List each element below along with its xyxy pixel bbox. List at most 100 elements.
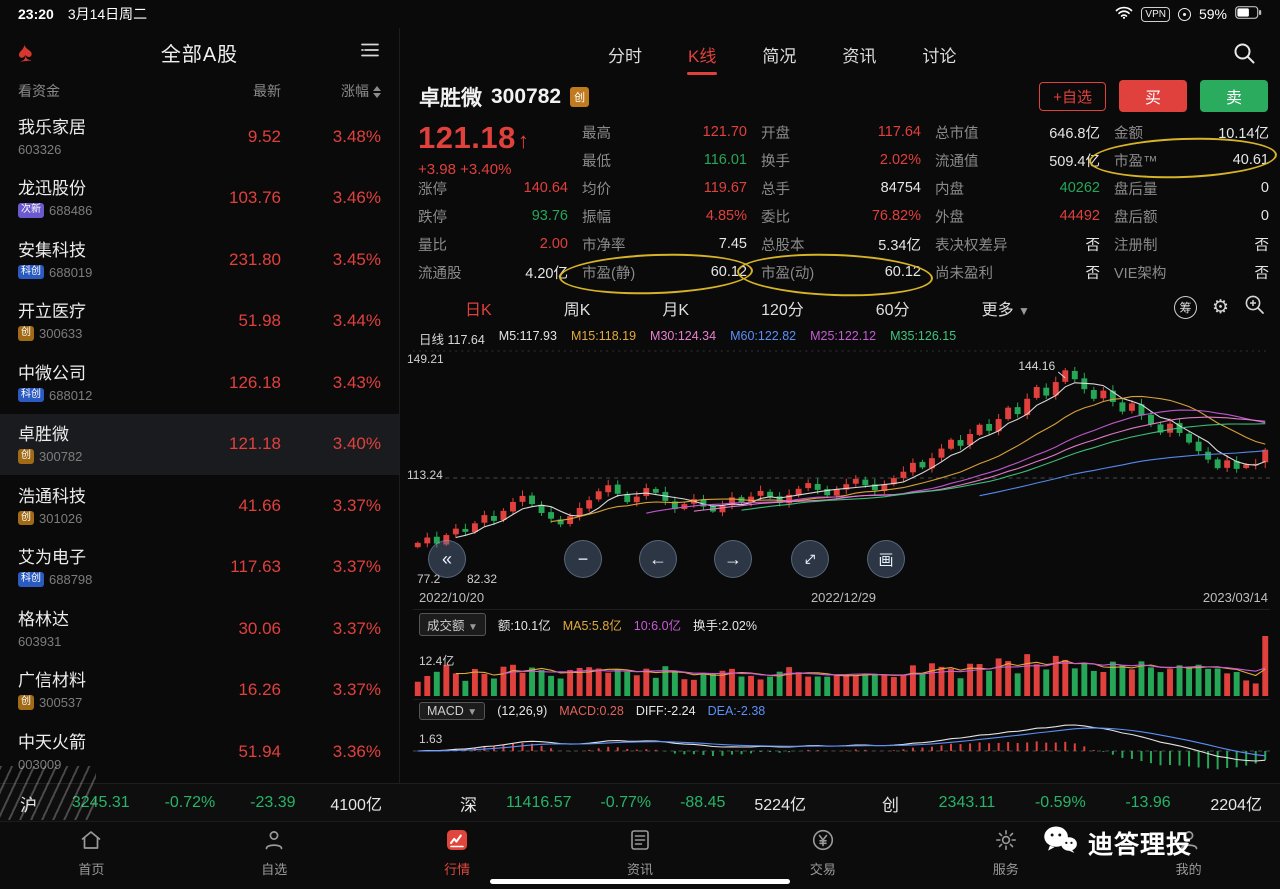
stat-label: 跌停: [418, 209, 447, 226]
kline-period-tab[interactable]: 月K: [662, 301, 690, 319]
row-stock-code: 301026: [39, 510, 83, 526]
trade-icon: [811, 828, 835, 855]
index-turnover: 2204亿: [1210, 797, 1262, 814]
zoom-in-icon[interactable]: [1244, 294, 1266, 321]
date-label: 3月14日周二: [67, 6, 148, 22]
stat-value: 40262: [1059, 180, 1100, 196]
stat-cell: 市盈™ 40.61: [1114, 146, 1269, 174]
row-stock-code: 688798: [49, 572, 93, 588]
nav-item[interactable]: 首页: [0, 822, 183, 889]
stat-value: 117.64: [877, 124, 921, 140]
macd-dea: DEA:-2.38: [707, 704, 766, 718]
row-name-block: 广信材料创 300537: [18, 670, 169, 710]
row-stock-name: 安集科技: [18, 240, 86, 260]
watchlist-row[interactable]: 格林达 603931 30.06 3.37%: [0, 598, 399, 660]
macd-chart[interactable]: [413, 722, 1270, 780]
stat-value: 5.34亿: [878, 237, 921, 254]
person-icon: [262, 828, 286, 855]
chip-distribution-icon[interactable]: 筹: [1173, 296, 1197, 319]
collapse-left-button[interactable]: «: [428, 540, 466, 578]
watchlist-row[interactable]: 浩通科技创 301026 41.66 3.37%: [0, 475, 399, 537]
row-stock-code: 603326: [18, 141, 62, 157]
stat-value: 10.14亿: [1218, 125, 1269, 142]
watchlist-row[interactable]: 中微公司 科创 688012 126.18 3.43%: [0, 352, 399, 414]
stat-value: 116.01: [703, 152, 747, 168]
volume-chart[interactable]: [413, 632, 1270, 696]
watchlist-row[interactable]: 广信材料创 300537 16.26 3.37%: [0, 660, 399, 722]
buy-button[interactable]: 买: [1118, 80, 1187, 112]
stat-label: 流通股: [418, 265, 462, 282]
tab-item[interactable]: 简况: [762, 46, 797, 66]
volume-indicator-selector[interactable]: 成交额 ▼: [419, 613, 486, 636]
stat-value: 0: [1260, 208, 1269, 224]
market-title[interactable]: 全部A股: [160, 43, 239, 66]
row-stock-name: 卓胜微: [18, 425, 69, 445]
up-arrow-icon: ↑: [517, 128, 529, 153]
row-change-pct: 3.40%: [332, 434, 381, 454]
row-stock-name: 浩通科技: [18, 486, 86, 506]
arrow-right-button[interactable]: →: [714, 540, 752, 578]
y-axis-low-marker: 77.2: [417, 572, 441, 586]
stat-value: 40.61: [1232, 152, 1269, 168]
tab-item[interactable]: 资讯: [842, 46, 877, 66]
search-icon[interactable]: [1233, 42, 1256, 70]
column-funds[interactable]: 看资金: [18, 83, 60, 99]
index-change-pct: -0.72%: [164, 794, 216, 811]
zoom-out-button[interactable]: −: [564, 540, 602, 578]
macd-indicator-selector[interactable]: MACD ▼: [419, 702, 486, 720]
watchlist-row[interactable]: 龙迅股份 次新 688486 103.76 3.46%: [0, 168, 399, 230]
settings-gear-icon[interactable]: ⚙: [1211, 297, 1229, 318]
tab-item[interactable]: 分时: [608, 46, 642, 66]
column-latest[interactable]: 最新: [253, 83, 281, 99]
watchlist-row[interactable]: 开立医疗创 300633 51.98 3.44%: [0, 291, 399, 353]
kline-period-tab[interactable]: 日K: [465, 301, 492, 319]
arrow-left-button[interactable]: ←: [639, 540, 677, 578]
index-sz[interactable]: 深 11416.57 -0.77% -88.45 5224亿: [460, 784, 806, 822]
nav-label: 服务: [992, 861, 1019, 877]
ma-legend: 日线 117.64 M5:117.93 M15:118.19 M30:124.34 M6…: [419, 329, 956, 348]
date-mid: 2022/12/29: [810, 590, 877, 605]
index-cyb[interactable]: 创 2343.11 -0.59% -13.96 2204亿: [882, 784, 1262, 822]
index-sh[interactable]: 沪 3245.31 -0.72% -23.39 4100亿: [20, 784, 382, 822]
stat-cell: 最高 121.70: [582, 118, 747, 146]
sell-button[interactable]: 卖: [1199, 80, 1268, 112]
kline-period-tab[interactable]: 60分: [875, 301, 910, 319]
watchlist-row[interactable]: 卓胜微创 300782 121.18 3.40%: [0, 413, 399, 475]
nav-item[interactable]: 行情: [366, 822, 549, 889]
stat-label: 流通值: [935, 153, 979, 170]
row-stock-name: 艾为电子: [18, 548, 86, 568]
draw-button[interactable]: 画: [867, 540, 905, 578]
ma-legend-item: M15:118.19: [570, 329, 637, 343]
watchlist-row[interactable]: 中天火箭 003009 51.94 3.36%: [0, 721, 399, 783]
stat-cell: 总手 84754: [761, 174, 921, 202]
nav-item[interactable]: 服务: [914, 822, 1097, 889]
kline-period-tab[interactable]: 周K: [563, 301, 591, 319]
more-periods-button[interactable]: 更多 ▼: [981, 301, 1030, 319]
watchlist-row[interactable]: 我乐家居 603326 9.52 3.48%: [0, 106, 399, 168]
row-price: 51.98: [238, 311, 281, 331]
tab-active[interactable]: K线: [686, 38, 718, 71]
watchlist-row[interactable]: 安集科技 科创 688019 231.80 3.45%: [0, 229, 399, 291]
stat-cell: 表决权差异 否: [935, 230, 1100, 258]
nav-item[interactable]: 我的: [1097, 822, 1280, 889]
volume-y-max: 12.4亿: [419, 654, 455, 668]
service-icon: [994, 828, 1018, 855]
date-start: 2022/10/20: [419, 590, 485, 605]
price-change-pct: +3.40%: [460, 161, 512, 178]
tab-item[interactable]: 讨论: [922, 46, 957, 66]
add-watch-button[interactable]: +自选: [1039, 81, 1106, 111]
watchlist-row[interactable]: 艾为电子 科创 688798 117.63 3.37%: [0, 537, 399, 599]
column-change[interactable]: 涨幅: [281, 81, 381, 101]
trade-actions: +自选 买 卖: [1039, 80, 1268, 112]
macd-params: (12,26,9): [497, 704, 548, 718]
kline-chart[interactable]: 144.16: [413, 350, 1270, 588]
kline-period-tab[interactable]: 120分: [761, 301, 804, 319]
expand-button[interactable]: [791, 540, 829, 578]
home-indicator[interactable]: [490, 879, 790, 884]
nav-item[interactable]: 交易: [731, 822, 914, 889]
nav-item[interactable]: 资讯: [549, 822, 732, 889]
nav-item[interactable]: 自选: [183, 822, 366, 889]
period-tabs: 日K 周K 月K 120分 60分: [419, 296, 982, 320]
row-stock-name: 中微公司: [18, 363, 86, 383]
list-menu-icon[interactable]: [359, 40, 381, 65]
